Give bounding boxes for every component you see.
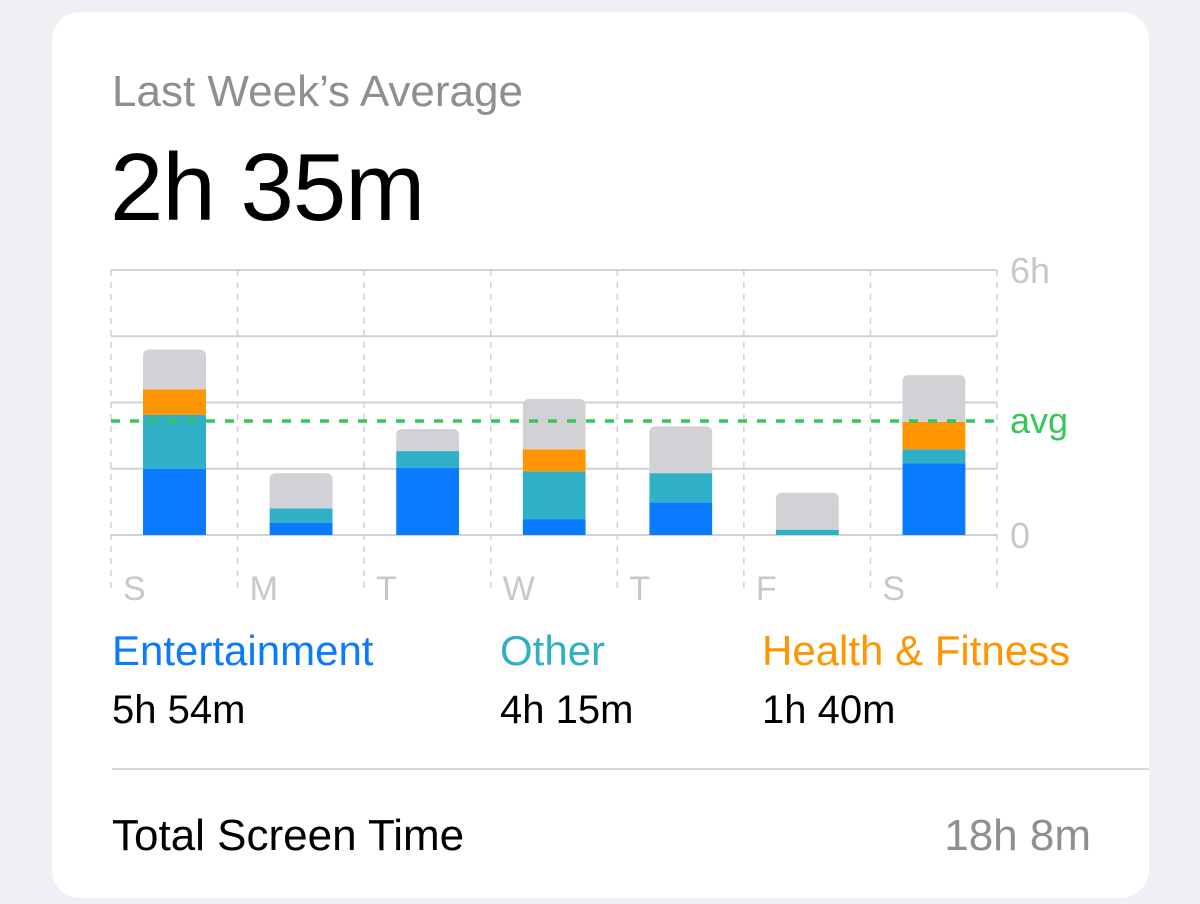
bar-segment	[396, 451, 460, 468]
bar-segment	[902, 421, 966, 450]
bar-segment	[396, 467, 460, 535]
bar-stack-2	[396, 429, 460, 535]
x-tick-label: S	[123, 570, 146, 608]
legend-other: Other 4h 15m	[500, 627, 634, 732]
bar-segment	[269, 508, 333, 523]
bar-segment	[649, 426, 713, 474]
x-tick-label: T	[629, 570, 650, 608]
bar-stack-4	[649, 426, 713, 535]
y-tick-label-zero: 0	[1010, 515, 1030, 556]
bar-stack-3	[522, 398, 586, 535]
bar-segment	[902, 463, 966, 535]
y-tick-label-max: 6h	[1010, 252, 1050, 291]
bar-segment	[269, 473, 333, 509]
bar-segment	[522, 519, 586, 535]
legend-other-value: 4h 15m	[500, 688, 634, 732]
bar-segment	[775, 529, 839, 535]
bar-segment	[143, 414, 206, 469]
bar-segment	[522, 449, 586, 472]
x-tick-label: T	[376, 570, 397, 608]
legend-other-name: Other	[500, 627, 606, 674]
chart-subtitle: Last Week’s Average	[112, 67, 523, 116]
bar-segment	[269, 522, 333, 535]
bar-stack-0	[143, 349, 206, 535]
legend-entertainment: Entertainment 5h 54m	[112, 627, 374, 732]
legend-health-fitness: Health & Fitness 1h 40m	[762, 627, 1071, 732]
average-value: 2h 35m	[110, 134, 425, 241]
bar-segment	[143, 389, 206, 415]
bar-segment	[902, 449, 966, 464]
legend-entertainment-name: Entertainment	[112, 627, 374, 674]
divider	[112, 768, 1149, 770]
bar-stack-1	[269, 473, 333, 535]
average-label: avg	[1010, 400, 1068, 441]
bar-segment	[649, 502, 713, 535]
total-screen-time-value: 18h 8m	[944, 811, 1091, 860]
bar-segment	[522, 471, 586, 520]
bar-stack-5	[775, 492, 839, 535]
x-tick-label: F	[756, 570, 777, 608]
bar-segment	[522, 398, 586, 450]
total-screen-time-label: Total Screen Time	[112, 811, 465, 860]
bar-stack-6	[902, 375, 966, 535]
legend-health-fitness-name: Health & Fitness	[762, 627, 1071, 674]
bar-segment	[396, 429, 460, 452]
bar-segment	[143, 349, 206, 390]
x-tick-label: S	[882, 570, 905, 608]
bar-segment	[143, 468, 206, 535]
legend-health-fitness-value: 1h 40m	[762, 688, 896, 732]
x-tick-label: W	[503, 570, 535, 608]
bar-segment	[775, 492, 839, 530]
bar-segment	[902, 375, 966, 422]
legend-entertainment-value: 5h 54m	[112, 688, 246, 732]
bar-segment	[649, 473, 713, 503]
x-tick-label: M	[250, 570, 278, 608]
